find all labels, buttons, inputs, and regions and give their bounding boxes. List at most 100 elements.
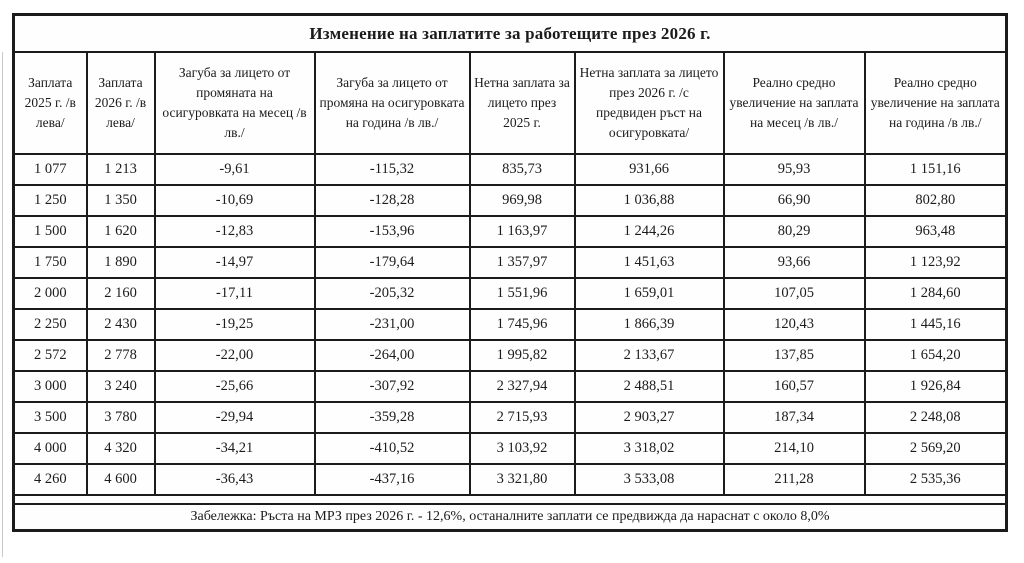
data-cell: 1 163,97 [468, 215, 576, 248]
table-row: 3 500 3 780 -29,94 -359,28 2 715,93 2 903,27 1… [12, 401, 1008, 434]
data-cell: 2 903,27 [573, 401, 725, 434]
table-note: Забележка: Ръста на МРЗ през 2026 г. - 1… [12, 503, 1008, 532]
data-cell: 1 284,60 [863, 277, 1008, 310]
data-cell: 66,90 [722, 184, 866, 217]
data-cell: 1 745,96 [468, 308, 576, 341]
data-cell: 1 077 [12, 153, 88, 186]
data-cell: 160,57 [722, 370, 866, 403]
table-row: 1 077 1 213 -9,61 -115,32 835,73 931,66 95,93 1… [12, 153, 1008, 186]
data-cell: -17,11 [153, 277, 316, 310]
column-header-5: Нетна заплата за лицето през 2025 г. [468, 51, 576, 155]
data-cell: 3 000 [12, 370, 88, 403]
data-cell: 3 321,80 [468, 463, 576, 496]
table-row: 2 000 2 160 -17,11 -205,32 1 551,96 1 659,01 1… [12, 277, 1008, 310]
data-cell: -128,28 [313, 184, 471, 217]
data-cell: 1 890 [85, 246, 156, 279]
data-cell: 187,34 [722, 401, 866, 434]
page-edge-line [2, 52, 3, 557]
data-cell: 1 357,97 [468, 246, 576, 279]
data-cell: -34,21 [153, 432, 316, 465]
data-cell: -153,96 [313, 215, 471, 248]
table-row: 2 572 2 778 -22,00 -264,00 1 995,82 2 133,67 1… [12, 339, 1008, 372]
data-cell: 214,10 [722, 432, 866, 465]
table-body: 1 077 1 213 -9,61 -115,32 835,73 931,66 95,93 1… [12, 153, 1008, 496]
column-header-3: Загуба за лицето от промяната на осигуро… [153, 51, 316, 155]
data-cell: 3 240 [85, 370, 156, 403]
data-cell: 2 327,94 [468, 370, 576, 403]
data-cell: 3 318,02 [573, 432, 725, 465]
data-cell: 137,85 [722, 339, 866, 372]
data-cell: -36,43 [153, 463, 316, 496]
data-cell: 2 572 [12, 339, 88, 372]
table-row: 3 000 3 240 -25,66 -307,92 2 327,94 2 488,51 1… [12, 370, 1008, 403]
data-cell: 120,43 [722, 308, 866, 341]
data-cell: 2 160 [85, 277, 156, 310]
data-cell: 1 500 [12, 215, 88, 248]
data-cell: 3 533,08 [573, 463, 725, 496]
data-cell: 211,28 [722, 463, 866, 496]
column-header-1: Заплата 2025 г. /в лева/ [12, 51, 88, 155]
data-cell: -437,16 [313, 463, 471, 496]
data-cell: 4 260 [12, 463, 88, 496]
table-row: 1 250 1 350 -10,69 -128,28 969,98 1 036,88 66,… [12, 184, 1008, 217]
data-cell: 1 123,92 [863, 246, 1008, 279]
data-cell: -410,52 [313, 432, 471, 465]
data-cell: 3 103,92 [468, 432, 576, 465]
column-header-8: Реално средно увеличение на заплата на г… [863, 51, 1008, 155]
data-cell: 1 866,39 [573, 308, 725, 341]
spacer-row [12, 494, 1008, 505]
data-cell: -231,00 [313, 308, 471, 341]
data-cell: 2 430 [85, 308, 156, 341]
data-cell: -25,66 [153, 370, 316, 403]
data-cell: 1 445,16 [863, 308, 1008, 341]
data-cell: 1 750 [12, 246, 88, 279]
data-cell: 2 250 [12, 308, 88, 341]
data-cell: 2 133,67 [573, 339, 725, 372]
column-header-6: Нетна заплата за лицето през 2026 г. /с … [573, 51, 725, 155]
data-cell: 95,93 [722, 153, 866, 186]
data-cell: -29,94 [153, 401, 316, 434]
data-cell: 4 600 [85, 463, 156, 496]
data-cell: 2 778 [85, 339, 156, 372]
data-cell: 963,48 [863, 215, 1008, 248]
data-cell: -10,69 [153, 184, 316, 217]
table-row: 4 000 4 320 -34,21 -410,52 3 103,92 3 318,02 2… [12, 432, 1008, 465]
data-cell: 1 244,26 [573, 215, 725, 248]
data-cell: 4 320 [85, 432, 156, 465]
data-cell: 1 659,01 [573, 277, 725, 310]
data-cell: 80,29 [722, 215, 866, 248]
data-cell: 1 250 [12, 184, 88, 217]
data-cell: -264,00 [313, 339, 471, 372]
data-cell: 2 248,08 [863, 401, 1008, 434]
title-row: Изменение на заплатите за работещите пре… [12, 13, 1008, 53]
table-row: 4 260 4 600 -36,43 -437,16 3 321,80 3 533,08 2… [12, 463, 1008, 496]
data-cell: -307,92 [313, 370, 471, 403]
data-cell: 1 036,88 [573, 184, 725, 217]
table-row: 1 750 1 890 -14,97 -179,64 1 357,97 1 451,63 9… [12, 246, 1008, 279]
data-cell: 1 451,63 [573, 246, 725, 279]
data-cell: 3 780 [85, 401, 156, 434]
column-header-2: Заплата 2026 г. /в лева/ [85, 51, 156, 155]
data-cell: 1 995,82 [468, 339, 576, 372]
data-cell: 2 535,36 [863, 463, 1008, 496]
salary-change-table: Изменение на заплатите за работещите пре… [12, 13, 1009, 532]
data-cell: 802,80 [863, 184, 1008, 217]
data-cell: 1 151,16 [863, 153, 1008, 186]
data-cell: -22,00 [153, 339, 316, 372]
data-cell: 1 350 [85, 184, 156, 217]
column-header-7: Реално средно увеличение на заплата на м… [722, 51, 866, 155]
data-cell: -179,64 [313, 246, 471, 279]
data-cell: 1 620 [85, 215, 156, 248]
data-cell: 835,73 [468, 153, 576, 186]
data-cell: 93,66 [722, 246, 866, 279]
data-cell: 1 551,96 [468, 277, 576, 310]
data-cell: -205,32 [313, 277, 471, 310]
data-cell: -9,61 [153, 153, 316, 186]
data-cell: 2 000 [12, 277, 88, 310]
data-cell: 1 926,84 [863, 370, 1008, 403]
data-cell: -12,83 [153, 215, 316, 248]
data-cell: 3 500 [12, 401, 88, 434]
data-cell: -19,25 [153, 308, 316, 341]
data-cell: 2 715,93 [468, 401, 576, 434]
